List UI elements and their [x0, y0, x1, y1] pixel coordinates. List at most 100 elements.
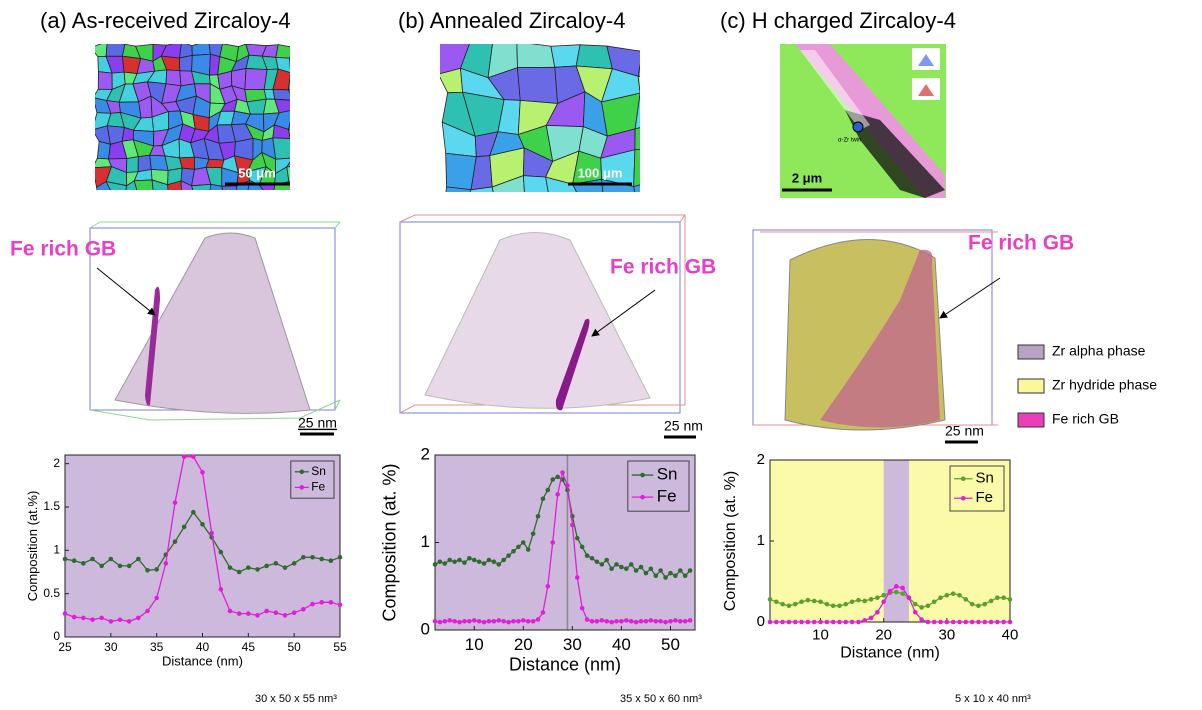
grain: [92, 194, 112, 212]
data-point: [805, 597, 811, 603]
data-point: [90, 556, 95, 562]
legend-label: Fe: [311, 480, 325, 494]
scale-bar-label: 50 μm: [238, 165, 276, 180]
grain: [628, 219, 671, 241]
grain: [195, 200, 209, 212]
legend-label: Fe: [976, 489, 994, 506]
data-point: [792, 619, 798, 625]
grain: [550, 44, 581, 68]
x-tick-label: 40: [1002, 626, 1019, 643]
volume-label: 5 x 10 x 40 nm³: [955, 693, 1031, 705]
data-point: [584, 553, 590, 558]
grain: [162, 197, 182, 214]
data-point: [319, 600, 324, 605]
grain: [209, 195, 224, 216]
grain: [575, 44, 613, 70]
data-point: [982, 619, 988, 625]
data-point: [273, 561, 279, 566]
data-point: [535, 513, 541, 519]
data-point: [614, 562, 619, 567]
x-axis-label: Distance (nm): [840, 645, 940, 662]
data-point: [282, 565, 288, 570]
data-point: [638, 618, 644, 624]
grain: [660, 148, 699, 188]
data-point: [599, 618, 605, 623]
data-point: [154, 595, 159, 601]
data-point: [843, 619, 849, 625]
grain: [600, 68, 640, 103]
legend-label: Fe: [657, 487, 677, 506]
data-point: [648, 618, 654, 623]
data-point: [310, 601, 315, 607]
grain: [191, 183, 212, 190]
x-axis-label: Distance (nm): [162, 654, 243, 669]
annotation: Fe rich GB: [610, 256, 716, 279]
data-point: [638, 564, 644, 570]
data-point: [319, 556, 324, 562]
data-point: [535, 617, 541, 622]
data-point: [467, 618, 472, 624]
grain: [660, 98, 696, 122]
data-point: [218, 587, 224, 592]
data-point: [594, 559, 600, 565]
data-point: [579, 544, 585, 550]
phase-legend: Zr alpha phase Zr hydride phase Fe rich GB: [1017, 343, 1157, 428]
data-point: [677, 618, 683, 624]
data-point: [516, 618, 521, 624]
x-tick-label: 20: [875, 626, 892, 643]
legend-dot: [960, 476, 966, 482]
data-point: [792, 601, 798, 607]
data-point: [62, 556, 68, 562]
data-point: [648, 566, 654, 572]
data-point: [565, 483, 570, 488]
data-point: [1001, 595, 1006, 600]
data-point: [282, 613, 288, 618]
charts: 25 30 35 40 45 50 55 0 0.5 1 1.5 2 Distance (nm) Comp…: [25, 444, 1018, 674]
data-point: [875, 595, 880, 600]
data-point: [476, 559, 482, 565]
grain: [606, 219, 640, 241]
grain: [221, 185, 238, 190]
data-point: [501, 557, 506, 563]
legend-label: Sn: [657, 465, 678, 484]
legend-dot: [640, 494, 645, 500]
grain: [637, 63, 640, 77]
grain: [209, 183, 224, 190]
data-point: [818, 619, 823, 625]
data-point: [849, 619, 855, 625]
grain: [292, 196, 309, 211]
line-chart: 10 20 30 40 0 1 2 Distance (nm) Composition (at.…: [722, 451, 1018, 662]
volume-label: 35 x 50 x 60 nm³: [620, 693, 702, 705]
grain: [246, 98, 267, 115]
data-point: [774, 599, 779, 605]
panel-title: (b) Annealed Zircaloy-4: [398, 8, 625, 33]
arrow: [939, 277, 1001, 319]
ebsd-map: [92, 44, 309, 216]
y-tick-label: 2: [53, 456, 60, 470]
data-point: [442, 561, 448, 566]
image-label: α-Zr twin: [838, 138, 861, 144]
grain: [288, 181, 290, 187]
data-point: [136, 556, 141, 562]
legend-box: [949, 465, 1005, 512]
data-point: [653, 618, 659, 624]
data-point: [521, 540, 526, 545]
grain: [137, 154, 152, 173]
data-point: [1007, 597, 1013, 602]
grain: [179, 156, 195, 170]
data-point: [81, 561, 86, 566]
data-point: [818, 599, 823, 605]
grain: [633, 149, 640, 188]
data-point: [604, 557, 609, 563]
ebsd-map: [440, 44, 699, 241]
data-point: [471, 557, 477, 563]
band: [883, 460, 909, 622]
data-point: [126, 563, 132, 569]
grain: [288, 56, 290, 59]
data-point: [516, 544, 521, 550]
data-point: [437, 559, 443, 565]
grain: [179, 54, 193, 72]
data-point: [599, 562, 605, 567]
grain: [286, 161, 290, 168]
data-point: [136, 615, 141, 621]
